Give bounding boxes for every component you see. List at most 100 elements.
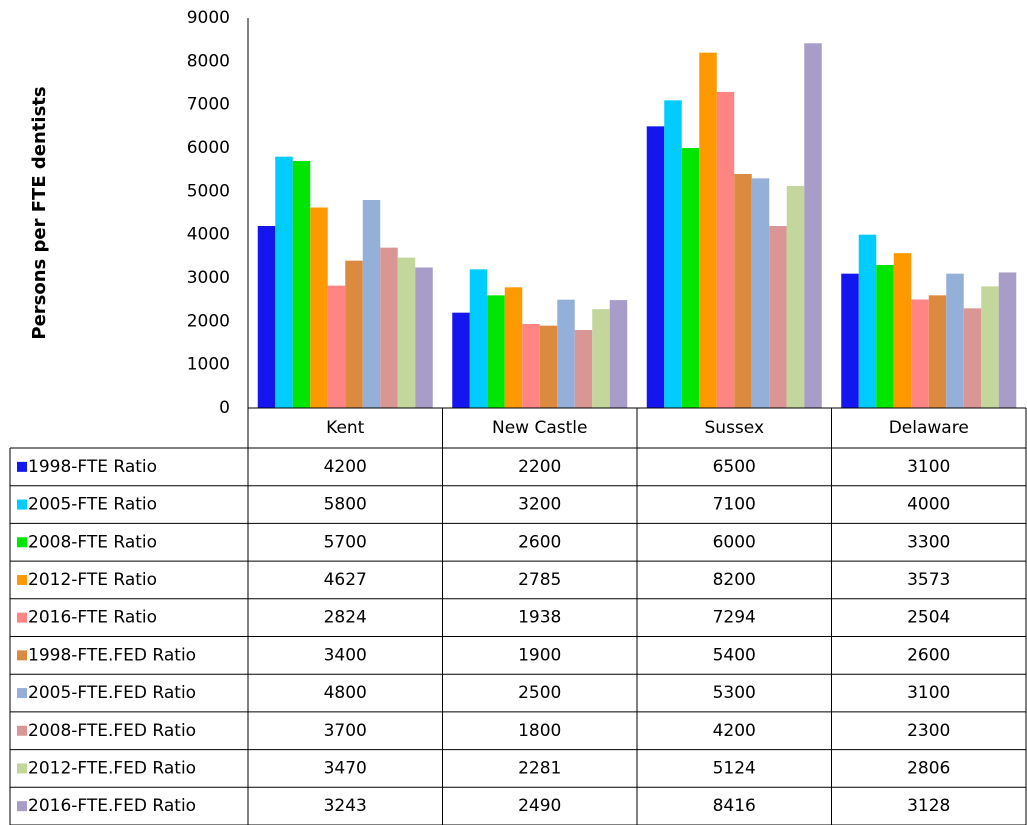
- table-value: 4200: [713, 721, 756, 741]
- legend-label: 2008-FTE.FED Ratio: [28, 721, 196, 741]
- table-value: 6000: [713, 532, 756, 552]
- bar: [716, 91, 735, 408]
- bar: [574, 330, 593, 408]
- legend-label: 2016-FTE.FED Ratio: [28, 796, 196, 816]
- table-value: 8416: [713, 796, 756, 816]
- legend-key: [17, 688, 27, 699]
- bar: [928, 295, 947, 408]
- bar: [345, 260, 363, 408]
- table-value: 2300: [907, 721, 950, 741]
- category-label: Delaware: [889, 418, 969, 438]
- bar: [858, 234, 877, 408]
- bar: [522, 324, 540, 408]
- table-value: 5700: [324, 532, 367, 552]
- table-value: 2600: [518, 532, 561, 552]
- bar: [876, 265, 894, 408]
- table-value: 5300: [713, 683, 756, 703]
- bar: [557, 299, 575, 408]
- table-value: 2785: [518, 570, 561, 590]
- legend-key: [17, 499, 27, 510]
- table-value: 3128: [907, 796, 950, 816]
- bar: [539, 325, 558, 408]
- y-tick-label: 6000: [187, 138, 230, 158]
- table-value: 3100: [907, 683, 950, 703]
- table-value: 3243: [324, 796, 367, 816]
- legend-label: 2012-FTE Ratio: [28, 570, 157, 590]
- legend-key: [17, 801, 27, 812]
- bar: [664, 100, 682, 408]
- bar: [609, 300, 628, 408]
- bar: [327, 285, 346, 408]
- category-label: New Castle: [492, 418, 587, 438]
- table-value: 2806: [907, 758, 950, 778]
- y-tick-label: 1000: [187, 355, 230, 375]
- bar: [504, 287, 523, 408]
- table-value: 4800: [324, 683, 367, 703]
- bar: [487, 295, 505, 408]
- category-label: Sussex: [705, 418, 765, 438]
- legend-key: [17, 612, 27, 623]
- y-tick-label: 7000: [187, 95, 230, 115]
- legend-label: 2016-FTE Ratio: [28, 608, 157, 628]
- table-value: 2600: [907, 645, 950, 665]
- legend-key: [17, 537, 27, 548]
- table-value: 6500: [713, 457, 756, 477]
- table-value: 5800: [324, 495, 367, 515]
- table-value: 7294: [713, 608, 756, 628]
- table-value: 7100: [713, 495, 756, 515]
- legend-key: [17, 763, 27, 774]
- bar: [275, 156, 293, 408]
- legend-key: [17, 650, 27, 661]
- table-value: 8200: [713, 570, 756, 590]
- table-value: 4627: [324, 570, 367, 590]
- table-value: 5400: [713, 645, 756, 665]
- bar: [257, 226, 276, 408]
- table-value: 3470: [324, 758, 367, 778]
- legend-label: 2008-FTE Ratio: [28, 532, 157, 552]
- table-value: 2504: [907, 608, 950, 628]
- bar: [310, 207, 328, 408]
- table-value: 3300: [907, 532, 950, 552]
- table-value: 5124: [713, 758, 756, 778]
- y-tick-label: 4000: [187, 225, 230, 245]
- y-tick-label: 0: [219, 398, 230, 418]
- legend-key: [17, 461, 27, 472]
- y-tick-label: 8000: [187, 51, 230, 71]
- table-value: 2824: [324, 608, 367, 628]
- bar: [946, 273, 964, 408]
- bar: [963, 308, 982, 408]
- legend-key: [17, 574, 27, 585]
- bar: [397, 257, 416, 408]
- bar: [380, 247, 398, 408]
- y-axis-title: Persons per FTE dentists: [29, 86, 50, 339]
- table-value: 4000: [907, 495, 950, 515]
- y-tick-label: 9000: [187, 8, 230, 28]
- table-value: 3100: [907, 457, 950, 477]
- y-tick-label: 3000: [187, 268, 230, 288]
- legend-label: 1998-FTE Ratio: [28, 457, 157, 477]
- legend-label: 1998-FTE.FED Ratio: [28, 645, 196, 665]
- bar: [981, 286, 999, 408]
- table-value: 1938: [518, 608, 561, 628]
- category-label: Kent: [326, 418, 365, 438]
- bar: [699, 52, 717, 409]
- bar: [893, 253, 912, 408]
- bar: [362, 200, 381, 408]
- bar: [769, 226, 787, 408]
- bar: [592, 309, 610, 408]
- table-value: 3573: [907, 570, 950, 590]
- bar: [292, 161, 311, 408]
- bar: [804, 43, 822, 408]
- legend-label: 2005-FTE Ratio: [28, 495, 157, 515]
- table-value: 3200: [518, 495, 561, 515]
- table-value: 1900: [518, 645, 561, 665]
- table-value: 4200: [324, 457, 367, 477]
- bar: [734, 174, 752, 408]
- bar: [681, 148, 700, 408]
- legend-label: 2005-FTE.FED Ratio: [28, 683, 196, 703]
- bar: [998, 272, 1017, 408]
- table-value: 2500: [518, 683, 561, 703]
- y-tick-label: 2000: [187, 311, 230, 331]
- bar: [841, 273, 859, 408]
